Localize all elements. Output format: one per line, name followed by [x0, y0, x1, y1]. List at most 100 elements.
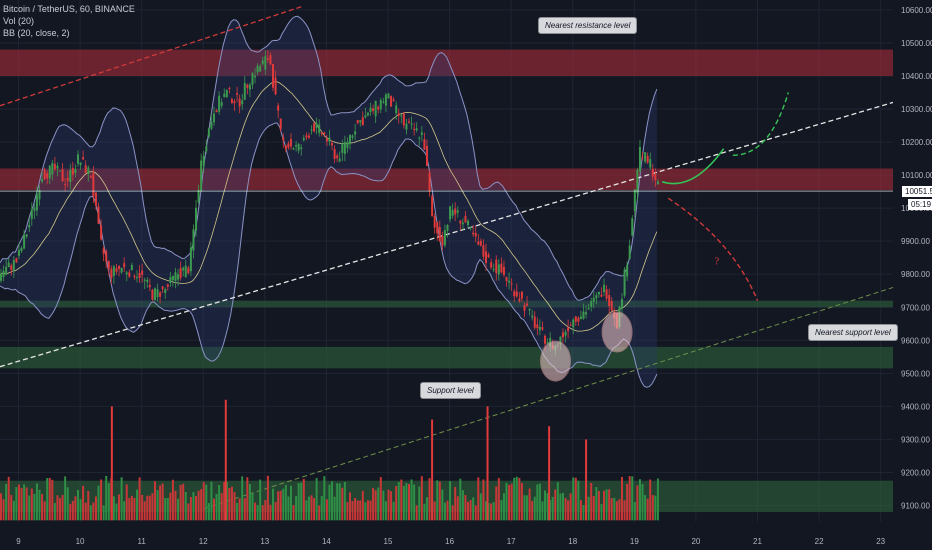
candle-body	[490, 262, 493, 268]
volume-bar	[605, 489, 608, 521]
candle-body	[446, 224, 449, 231]
candle-body	[274, 77, 277, 95]
candle-body	[5, 266, 8, 275]
candle-body	[53, 163, 56, 170]
candle-body	[603, 284, 606, 293]
volume-bar	[94, 496, 97, 521]
low-highlight-circle	[601, 311, 633, 353]
time-tick-label: 16	[445, 537, 454, 546]
candle-body	[292, 148, 295, 150]
bollinger-indicator-label[interactable]: BB (20, close, 2)	[3, 28, 70, 38]
candle-body	[341, 143, 344, 153]
candle-body	[30, 209, 33, 219]
candle-body	[631, 218, 634, 236]
volume-bar	[482, 479, 485, 521]
volume-bar	[192, 492, 195, 521]
candle-body	[69, 169, 72, 182]
volume-bar	[508, 484, 511, 521]
candle-body	[510, 283, 513, 285]
candle-body	[572, 319, 575, 328]
candle-body	[259, 66, 262, 72]
volume-bar	[472, 497, 475, 521]
resistance-zone	[0, 168, 893, 190]
candle-body	[467, 220, 470, 225]
volume-bar	[538, 483, 541, 521]
volume-bar	[184, 491, 187, 521]
candle-body	[94, 192, 97, 206]
candle-body	[159, 292, 162, 297]
volume-spike	[431, 419, 434, 521]
candle-body	[2, 270, 5, 278]
volume-bar	[454, 487, 457, 521]
volume-bar	[259, 479, 262, 521]
candle-body	[482, 245, 485, 257]
candle-body	[179, 268, 182, 278]
candle-body	[74, 169, 77, 173]
volume-bar	[79, 499, 82, 521]
volume-bar	[392, 501, 395, 521]
candle-body	[282, 137, 285, 141]
candle-body	[579, 316, 582, 320]
low-highlight-circle	[540, 340, 572, 382]
volume-bar	[130, 495, 133, 521]
candle-body	[544, 335, 547, 344]
support-trend-line	[203, 286, 894, 510]
volume-bar	[443, 502, 446, 521]
support-zone	[0, 346, 893, 369]
volume-bar	[84, 502, 87, 521]
volume-bar	[531, 500, 534, 521]
volume-bar	[225, 481, 228, 521]
candle-body	[408, 121, 411, 123]
volume-bar	[315, 478, 318, 521]
volume-bar	[610, 498, 613, 521]
volume-bar	[48, 477, 51, 521]
candle-body	[449, 206, 452, 220]
candle-body	[202, 156, 205, 166]
volume-bar	[133, 497, 136, 521]
volume-bar	[43, 501, 46, 521]
volume-indicator-label[interactable]: Vol (20)	[3, 16, 35, 26]
time-tick-label: 20	[691, 537, 700, 546]
volume-bar	[495, 486, 498, 521]
volume-bar	[487, 503, 490, 521]
symbol-title[interactable]: Bitcoin / TetherUS, 60, BINANCE	[3, 4, 135, 14]
volume-bar	[420, 476, 423, 521]
candle-body	[59, 170, 62, 172]
volume-bar	[513, 477, 516, 521]
volume-bar	[161, 483, 164, 521]
volume-bar	[289, 485, 292, 521]
volume-bar	[153, 481, 156, 521]
candle-body	[153, 288, 156, 300]
nearest-support-callout[interactable]: Nearest support level	[808, 324, 898, 341]
candle-body	[582, 311, 585, 319]
resistance-callout[interactable]: Nearest resistance level	[538, 17, 638, 34]
volume-bar	[269, 504, 272, 521]
candle-body	[284, 145, 287, 150]
volume-bar	[520, 483, 523, 521]
volume-bar	[125, 484, 128, 521]
candle-body	[502, 266, 505, 275]
volume-bar	[631, 476, 634, 521]
volume-bar	[148, 495, 151, 521]
volume-bar	[384, 501, 387, 521]
volume-bar	[546, 493, 549, 521]
volume-bar	[379, 477, 382, 521]
support-callout[interactable]: Support level	[420, 382, 481, 399]
candle-body	[205, 146, 208, 152]
candle-body	[35, 194, 38, 211]
candle-body	[166, 284, 169, 287]
volume-bar	[536, 484, 539, 521]
volume-bar	[402, 485, 405, 521]
volume-bar	[156, 490, 159, 521]
price-tick-label: 9500.00	[901, 369, 930, 378]
volume-bar	[523, 495, 526, 521]
candle-body	[15, 258, 18, 263]
bearish-projection-arrow	[667, 197, 759, 301]
time-tick-label: 11	[137, 537, 146, 546]
volume-bar	[28, 495, 31, 521]
candle-body	[28, 224, 31, 228]
candle-body	[348, 134, 351, 145]
volume-bar	[623, 500, 626, 521]
volume-bar	[590, 482, 593, 521]
